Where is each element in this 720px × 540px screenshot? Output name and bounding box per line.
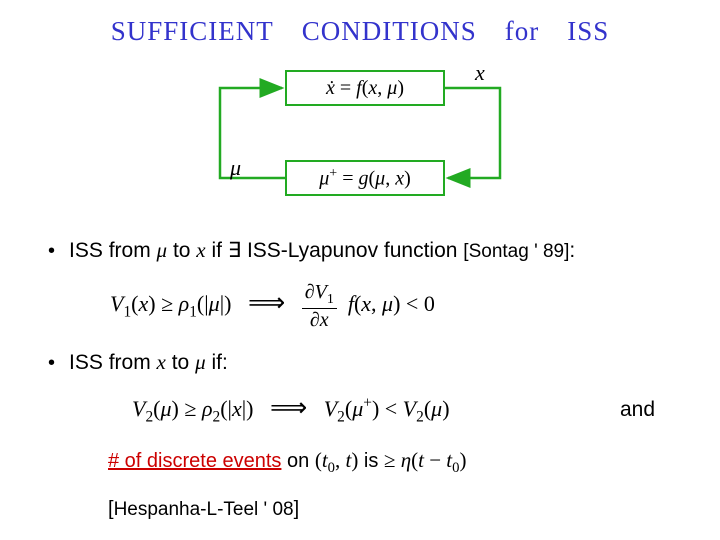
bullet-2-text: ISS from x to μ if: <box>69 350 228 375</box>
system-block-f: ẋ = f(x, μ) <box>285 70 445 106</box>
page-title: SUFFICIENT CONDITIONS for ISS <box>0 16 720 47</box>
b1-mid: to <box>173 239 196 262</box>
discrete-events-line: # of discrete events on (t0, t) is ≥ η(t… <box>108 448 466 477</box>
b2-from: x <box>157 350 166 374</box>
formula-2: V2(μ) ≥ ρ2(|x|) ⟹ V2(μ+) < V2(μ) <box>132 393 450 426</box>
b1-tail: ISS-Lyapunov function <box>247 239 463 262</box>
hash-mid: on <box>287 450 315 472</box>
exists-icon: ∃ <box>228 238 241 262</box>
formula-1: V1(x) ≥ ρ1(|μ|) ⟹ ∂V1 ∂x f(x, μ) < 0 <box>110 282 435 330</box>
b1-pre: ISS from <box>69 239 157 262</box>
system-block-g: μ+ = g(μ, x) <box>285 160 445 196</box>
citation-hespanha: [Hespanha-L-Teel ' 08] <box>108 498 299 521</box>
b1-from: μ <box>157 238 168 262</box>
b2-to: μ <box>195 350 206 374</box>
bullet-2: • ISS from x to μ if: <box>48 350 228 375</box>
b2-pre: ISS from <box>69 351 157 374</box>
citation-sontag: [Sontag ' 89] <box>463 241 569 262</box>
b1-to: x <box>196 238 205 262</box>
signal-label-mu: μ <box>230 155 241 181</box>
bullet-1: • ISS from μ to x if ∃ ISS-Lyapunov func… <box>48 238 575 263</box>
b2-mid: to <box>172 351 195 374</box>
bullet-dot-icon: • <box>48 352 55 375</box>
signal-label-x: x <box>475 60 485 86</box>
block-diagram: ẋ = f(x, μ) μ+ = g(μ, x) x μ <box>180 60 540 220</box>
and-label: and <box>620 398 655 422</box>
hash-is: is <box>364 450 384 472</box>
discrete-events-label: # of discrete events <box>108 450 281 472</box>
b2-if: if: <box>211 351 227 374</box>
bullet-1-text: ISS from μ to x if ∃ ISS-Lyapunov functi… <box>69 238 575 263</box>
b1-if: if <box>211 239 227 262</box>
bullet-dot-icon: • <box>48 240 55 263</box>
b1-colon: : <box>569 239 575 262</box>
